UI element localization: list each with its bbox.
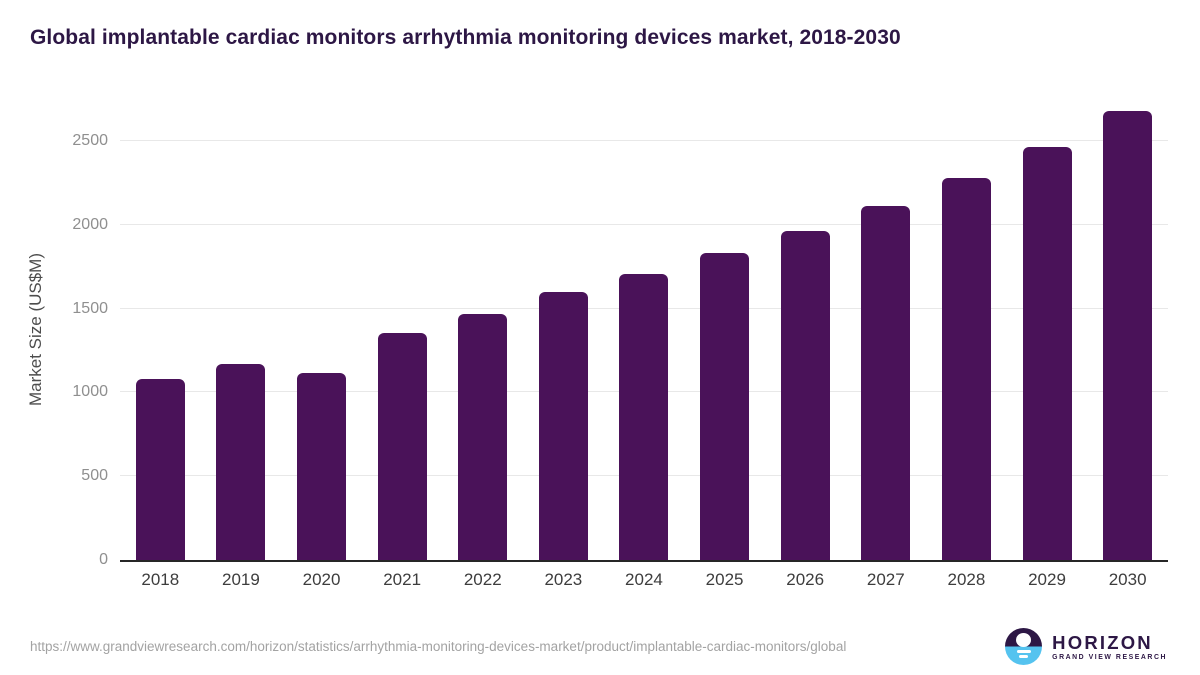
chart-bar-2028 <box>941 178 991 560</box>
bar-slot <box>1087 111 1168 560</box>
chart-bar-2026 <box>780 230 830 560</box>
chart-bar-2020 <box>297 373 347 560</box>
x-axis-labels: 2018 2019 2020 2021 2022 2023 2024 2025 2026 2027… <box>120 570 1168 590</box>
chart-bar-2021 <box>377 332 427 560</box>
y-tick-label: 2000 <box>72 215 108 233</box>
y-tick-label: 1500 <box>72 299 108 317</box>
y-tick-label: 500 <box>81 467 108 485</box>
x-tick-label: 2024 <box>625 570 663 589</box>
logo-wordmark-text: HORIZON <box>1052 631 1153 653</box>
gridline <box>120 140 1168 142</box>
bars <box>120 100 1168 560</box>
logo-wordmark: HORIZON GRAND VIEW RESEARCH <box>1052 633 1167 661</box>
y-tick-label: 2500 <box>72 132 108 150</box>
footer: https://www.grandviewresearch.com/horizo… <box>0 618 1200 675</box>
x-tick-label: 2029 <box>1028 570 1066 589</box>
bar-slot <box>604 274 685 560</box>
y-axis-title: Market Size (US$M) <box>26 100 46 560</box>
chart-bar-2030 <box>1103 111 1153 560</box>
x-tick-label: 2018 <box>141 570 180 589</box>
bar-slot <box>362 332 443 560</box>
chart-title: Global implantable cardiac monitors arrh… <box>30 26 901 49</box>
x-tick-label: 2025 <box>705 570 744 589</box>
chart-bar-2029 <box>1022 147 1072 560</box>
bar-slot <box>281 373 362 560</box>
x-tick-label: 2022 <box>463 570 502 589</box>
y-tick-label: 1000 <box>72 383 108 401</box>
x-axis-line <box>120 560 1168 562</box>
chart-bar-2022 <box>458 313 508 560</box>
bar-slot <box>1007 147 1088 560</box>
y-axis-title-text: Market Size (US$M) <box>26 253 45 407</box>
gridline <box>120 223 1168 225</box>
horizon-logo-icon <box>1005 628 1043 665</box>
sun-circle-icon <box>1016 633 1032 647</box>
chart-bar-2019 <box>216 364 266 560</box>
bar-slot <box>926 178 1007 560</box>
x-tick-label: 2021 <box>383 570 422 589</box>
bar-slot <box>765 230 846 560</box>
x-tick-label: 2027 <box>866 570 905 589</box>
x-tick-label: 2020 <box>302 570 341 589</box>
bar-slot <box>201 364 282 560</box>
bar-slot <box>684 253 765 560</box>
x-tick-label: 2028 <box>947 570 986 589</box>
reflection-dash-icon <box>1016 650 1031 653</box>
bar-slot <box>120 379 201 560</box>
bar-slot <box>523 292 604 560</box>
y-tick-label: 0 <box>99 551 108 568</box>
x-tick-label: 2030 <box>1108 570 1147 589</box>
logo-subtitle-text: GRAND VIEW RESEARCH <box>1052 653 1167 661</box>
source-url: https://www.grandviewresearch.com/horizo… <box>30 638 847 654</box>
x-tick-label: 2026 <box>786 570 825 589</box>
chart-bar-2025 <box>700 253 750 560</box>
chart-bar-2018 <box>135 379 185 560</box>
x-tick-label: 2023 <box>544 570 583 589</box>
horizon-logo: HORIZON GRAND VIEW RESEARCH <box>1005 628 1167 665</box>
reflection-dash-icon <box>1019 655 1029 658</box>
plot-area: 0 500 1000 1500 2000 2500 <box>72 100 1168 568</box>
x-tick-label: 2019 <box>222 570 260 589</box>
bar-slot <box>442 313 523 560</box>
chart-bar-2027 <box>861 206 911 560</box>
bar-slot <box>845 206 926 560</box>
chart-bar-2024 <box>619 274 669 560</box>
chart-bar-2023 <box>538 292 588 560</box>
